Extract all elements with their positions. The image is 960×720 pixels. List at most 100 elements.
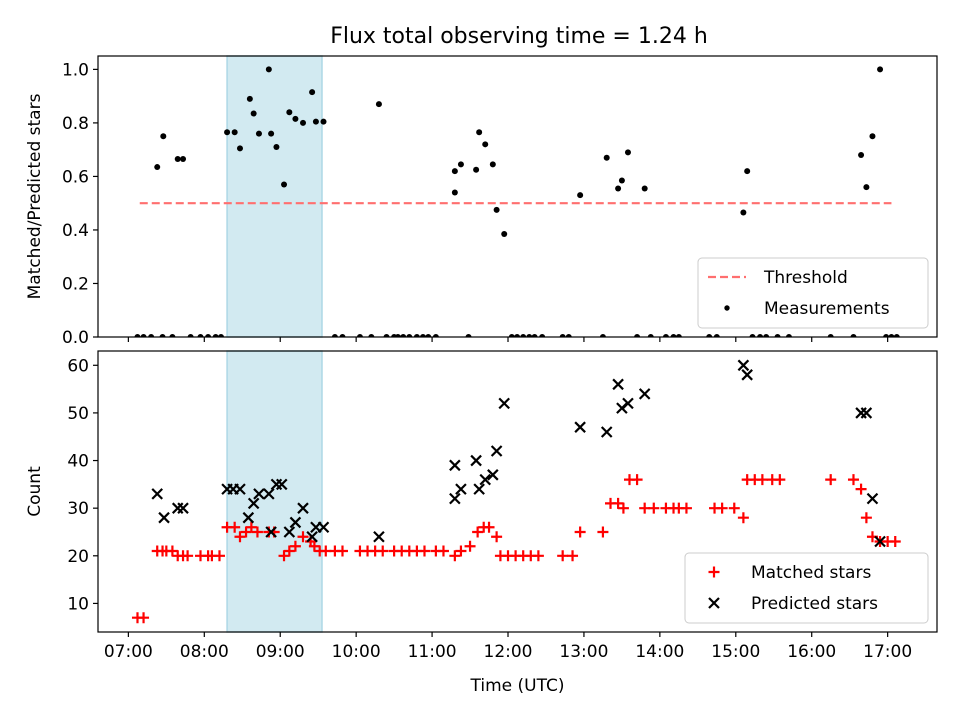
predicted-star-point — [177, 502, 189, 514]
measurement-point — [375, 101, 382, 108]
measurement-point — [863, 184, 870, 191]
matched-star-point — [491, 531, 503, 543]
y-tick-label: 0.8 — [62, 114, 89, 134]
measurement-point — [134, 334, 141, 337]
measurement-point — [383, 334, 390, 337]
predicted-star-point — [600, 426, 613, 438]
measurement-point — [624, 149, 631, 156]
matched-star-point — [680, 502, 692, 514]
measurement-point — [559, 334, 566, 337]
predicted-star-point — [234, 483, 246, 495]
measurement-point — [662, 334, 669, 337]
measurement-point — [187, 334, 194, 337]
legend-label: Threshold — [763, 268, 848, 288]
predicted-star-point — [622, 397, 634, 410]
measurement-point — [205, 334, 212, 337]
measurement-point — [231, 129, 238, 136]
measurement-point — [286, 109, 293, 116]
predicted-star-point — [737, 359, 750, 372]
x-tick-label: 07:00 — [104, 642, 153, 662]
measurement-point — [154, 164, 161, 171]
predicted-star-point — [275, 478, 288, 491]
measurement-point — [473, 166, 480, 173]
measurement-point — [250, 110, 257, 117]
data-layer — [131, 359, 901, 624]
matched-star-point — [728, 502, 740, 514]
y-tick-label: 60 — [67, 356, 89, 376]
measurement-point — [634, 334, 641, 337]
legend-label: Predicted stars — [751, 594, 878, 614]
measurement-point — [425, 334, 432, 337]
y-tick-label: 0.0 — [62, 328, 89, 348]
matched-star-point — [472, 526, 484, 538]
y-tick-label: 10 — [67, 594, 89, 614]
x-tick-label: 10:00 — [332, 642, 381, 662]
plot-frame — [97, 55, 938, 338]
measurement-point — [603, 154, 610, 161]
measurement-point — [670, 334, 677, 337]
measurement-point — [419, 334, 426, 337]
measurement-point — [218, 334, 225, 337]
matched-star-point — [557, 550, 569, 562]
legend-matched-swatch — [708, 566, 720, 578]
measurement-point — [339, 334, 346, 337]
matched-star-point — [229, 521, 241, 533]
matched-star-point — [213, 550, 225, 562]
measurement-point — [224, 129, 231, 136]
y-tick-label: 0.6 — [62, 167, 89, 187]
measurement-point — [514, 334, 521, 337]
legend-label: Matched stars — [751, 563, 871, 583]
top-panel: 0.0 0.2 0.4 0.6 0.8 1.0 Matched/Predicted star… — [25, 55, 938, 348]
measurement-point — [850, 334, 857, 337]
measurement-point — [400, 334, 407, 337]
matched-star-point — [825, 474, 837, 486]
predicted-star-point — [265, 526, 277, 538]
measurement-point — [827, 334, 834, 337]
measurement-point — [368, 334, 375, 337]
measurement-point — [255, 130, 262, 137]
measurement-point — [744, 168, 751, 175]
measurement-point — [877, 66, 884, 73]
matched-star-point — [860, 512, 872, 524]
y-tick-label: 50 — [67, 404, 89, 424]
measurement-point — [406, 334, 413, 337]
predicted-star-point — [317, 521, 330, 533]
measurement-point — [869, 133, 876, 140]
matched-star-point — [532, 550, 544, 562]
measurement-point — [599, 334, 606, 337]
predicted-star-point — [612, 378, 624, 391]
y-tick-label: 0.2 — [62, 274, 89, 294]
predicted-star-point — [297, 502, 309, 514]
measurement-point — [309, 89, 316, 96]
measurement-point — [212, 334, 219, 337]
measurement-point — [888, 334, 895, 337]
predicted-star-point — [242, 511, 255, 524]
predicted-star-point — [158, 511, 170, 524]
y-axis-label: Matched/Predicted stars — [25, 93, 45, 299]
measurement-point — [482, 141, 489, 148]
predicted-star-point — [449, 492, 461, 505]
legend-box — [684, 552, 929, 624]
predicted-star-point — [574, 421, 586, 433]
legend-measurement-swatch — [724, 305, 730, 311]
measurement-point — [451, 168, 458, 175]
x-axis-label: Time (UTC) — [470, 676, 565, 696]
matched-star-point — [138, 612, 150, 624]
y-tick-label: 0.4 — [62, 221, 89, 241]
predicted-star-point — [449, 459, 461, 472]
observing-span — [226, 55, 323, 338]
measurement-point — [140, 334, 147, 337]
x-tick-label: 12:00 — [484, 642, 533, 662]
matched-star-point — [245, 521, 257, 533]
measurement-point — [520, 334, 527, 337]
matched-star-point — [483, 521, 495, 533]
matched-star-point — [455, 545, 467, 557]
measurement-point — [476, 129, 483, 136]
measurement-point — [169, 334, 176, 337]
measurement-point — [246, 95, 253, 102]
x-tick-label: 14:00 — [635, 642, 684, 662]
matched-star-point — [756, 474, 768, 486]
measurement-point — [774, 334, 781, 337]
measurement-point — [160, 133, 167, 140]
measurement-point — [508, 334, 515, 337]
